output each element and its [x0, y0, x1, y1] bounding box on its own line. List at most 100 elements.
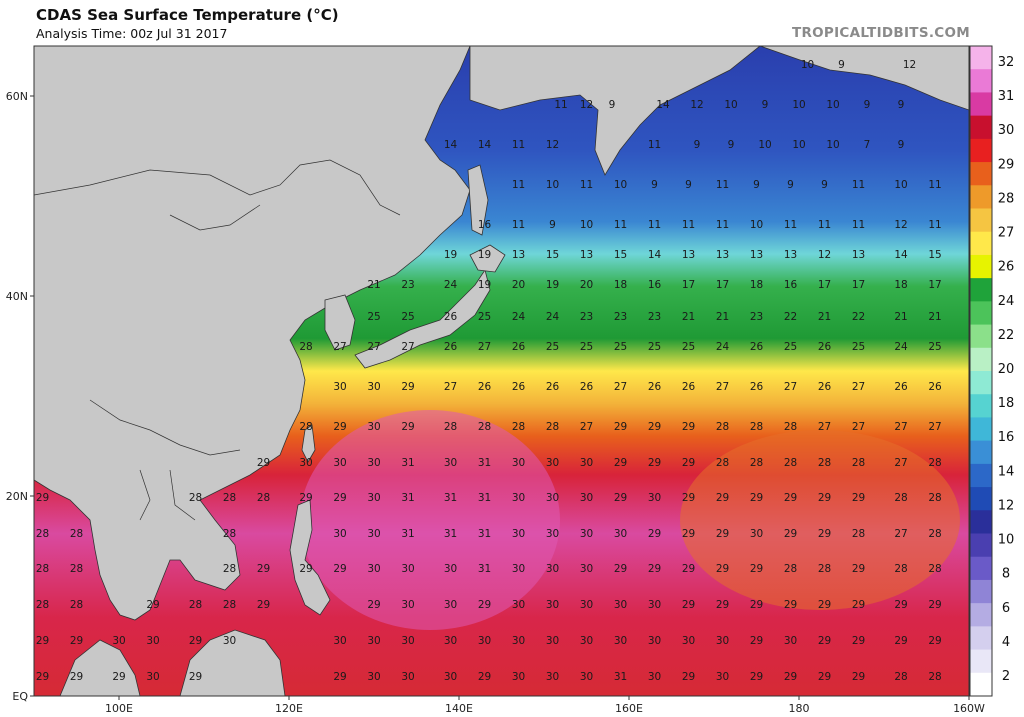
sst-value: 30 — [512, 599, 525, 611]
warm-tongue — [680, 430, 960, 610]
sst-value: 16 — [478, 219, 492, 231]
sst-value: 19 — [478, 279, 491, 291]
sst-value: 17 — [682, 279, 695, 291]
sst-value: 30 — [546, 671, 559, 683]
sst-value: 30 — [614, 599, 627, 611]
sst-value: 31 — [401, 528, 414, 540]
sst-value: 28 — [928, 671, 941, 683]
sst-value: 9 — [898, 139, 905, 151]
sst-value: 11 — [648, 139, 661, 151]
sst-value: 28 — [70, 599, 83, 611]
sst-value: 28 — [223, 528, 236, 540]
sst-value: 20 — [580, 279, 593, 291]
colorbar-swatch — [970, 301, 992, 326]
sst-value: 29 — [648, 457, 661, 469]
sst-value: 10 — [750, 219, 763, 231]
sst-value: 29 — [36, 492, 49, 504]
sst-value: 13 — [512, 249, 525, 261]
sst-value: 30 — [367, 421, 380, 433]
sst-value: 30 — [648, 492, 661, 504]
sst-value: 29 — [894, 635, 907, 647]
sst-value: 29 — [818, 635, 831, 647]
sst-value: 24 — [716, 341, 730, 353]
sst-value: 28 — [784, 457, 797, 469]
sst-value: 20 — [512, 279, 525, 291]
sst-value: 26 — [682, 381, 696, 393]
sst-value: 29 — [401, 381, 414, 393]
sst-value: 28 — [928, 563, 941, 575]
sst-value: 29 — [146, 599, 159, 611]
sst-value: 11 — [784, 219, 797, 231]
sst-value: 30 — [444, 599, 457, 611]
lon-tick-label: 120E — [275, 702, 303, 715]
sst-value: 29 — [333, 671, 346, 683]
sst-value: 9 — [753, 179, 760, 191]
sst-value: 29 — [682, 528, 695, 540]
sst-value: 30 — [648, 599, 661, 611]
sst-value: 24 — [894, 341, 908, 353]
borneo-landmass — [179, 629, 286, 696]
sst-value: 31 — [478, 492, 491, 504]
sst-value: 28 — [928, 457, 941, 469]
sst-value: 29 — [818, 528, 831, 540]
sst-value: 29 — [716, 528, 729, 540]
sst-value: 30 — [401, 635, 414, 647]
sst-value: 28 — [894, 492, 907, 504]
sst-value: 12 — [903, 59, 916, 71]
taiwan-landmass — [301, 424, 316, 463]
sst-value: 14 — [444, 139, 458, 151]
sst-value: 29 — [112, 671, 125, 683]
sst-value: 27 — [894, 421, 907, 433]
sst-value: 29 — [648, 421, 661, 433]
sst-value: 25 — [928, 341, 941, 353]
sst-value: 28 — [928, 528, 941, 540]
sst-value: 29 — [716, 492, 729, 504]
sst-value: 27 — [784, 381, 797, 393]
sst-value: 30 — [299, 457, 312, 469]
sst-value: 29 — [70, 635, 83, 647]
sst-value: 26 — [478, 381, 492, 393]
sst-value: 9 — [762, 99, 769, 111]
alaska-landmass — [759, 46, 969, 111]
sst-value: 10 — [614, 179, 627, 191]
colorbar-label: 10 — [998, 533, 1015, 548]
sst-value: 16 — [648, 279, 662, 291]
sst-value: 28 — [299, 341, 312, 353]
sst-value: 14 — [656, 99, 670, 111]
sst-value: 25 — [784, 341, 797, 353]
colorbar-swatch — [970, 347, 992, 372]
colorbar-label: 24 — [998, 294, 1015, 309]
lat-tick-label: 40N — [6, 290, 28, 303]
sst-value: 28 — [70, 563, 83, 575]
sst-value: 9 — [787, 179, 794, 191]
colorbar-swatch — [970, 579, 992, 604]
sst-value: 9 — [821, 179, 828, 191]
sst-value: 29 — [928, 599, 941, 611]
sst-value: 15 — [928, 249, 941, 261]
colorbar-swatch — [970, 649, 992, 674]
sst-value: 28 — [223, 492, 236, 504]
sst-value: 29 — [928, 635, 941, 647]
sst-value: 28 — [750, 457, 763, 469]
sst-value: 31 — [401, 457, 414, 469]
sst-value: 28 — [928, 492, 941, 504]
sst-value: 17 — [928, 279, 941, 291]
sst-value: 11 — [716, 219, 729, 231]
sst-value: 26 — [818, 341, 832, 353]
sst-value: 24 — [546, 311, 560, 323]
colorbar-frame — [969, 45, 993, 697]
colorbar-swatch — [970, 556, 992, 581]
sst-value: 29 — [682, 671, 695, 683]
colorbar-label: 12 — [998, 498, 1015, 513]
sst-value: 13 — [580, 249, 593, 261]
sst-value: 30 — [512, 528, 525, 540]
sst-value: 28 — [223, 599, 236, 611]
sst-value: 29 — [614, 457, 627, 469]
sst-value: 28 — [852, 528, 865, 540]
sst-value: 28 — [70, 528, 83, 540]
sst-value: 29 — [750, 635, 763, 647]
sst-value: 27 — [716, 381, 729, 393]
sst-value: 27 — [614, 381, 627, 393]
colorbar-label: 6 — [1002, 601, 1010, 616]
sst-value: 30 — [401, 563, 414, 575]
